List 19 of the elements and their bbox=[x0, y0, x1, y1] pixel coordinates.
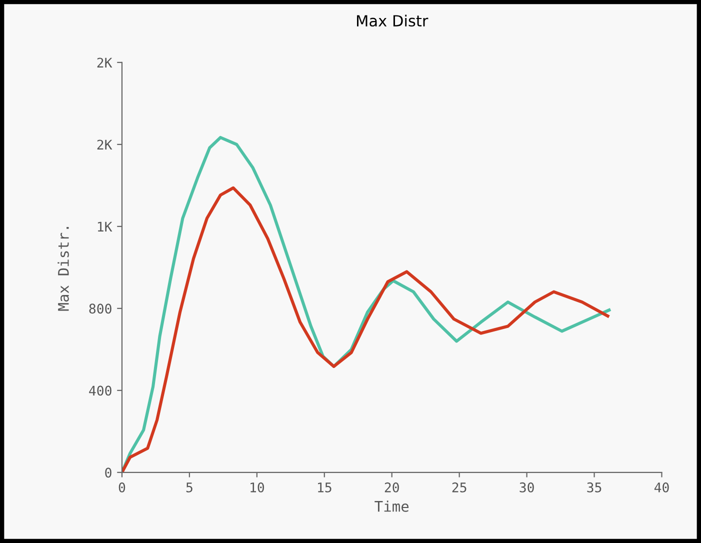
x-tick-label: 0 bbox=[118, 482, 126, 492]
x-tick-label: 25 bbox=[452, 482, 466, 492]
chart-title: Max Distr bbox=[357, 14, 428, 27]
x-tick-label: 10 bbox=[250, 482, 264, 492]
y-tick-label: 2K bbox=[97, 58, 112, 68]
y-axis-title: Max Distr. bbox=[58, 227, 69, 311]
y-tick-label: 400 bbox=[89, 386, 112, 396]
y-tick-label: 800 bbox=[89, 304, 112, 314]
line-series bbox=[122, 186, 610, 472]
x-axis-title: Time bbox=[374, 500, 409, 512]
x-tick-label: 5 bbox=[186, 482, 192, 492]
x-tick-label: 40 bbox=[654, 482, 669, 492]
x-tick-label: 15 bbox=[318, 482, 332, 492]
y-tick-label: 1K bbox=[98, 222, 112, 232]
y-tick-label: 2K bbox=[97, 140, 112, 150]
x-tick-label: 35 bbox=[587, 482, 602, 492]
y-tick-label: 0 bbox=[105, 468, 112, 478]
x-tick-label: 30 bbox=[520, 482, 534, 492]
x-tick-label: 20 bbox=[384, 482, 399, 492]
